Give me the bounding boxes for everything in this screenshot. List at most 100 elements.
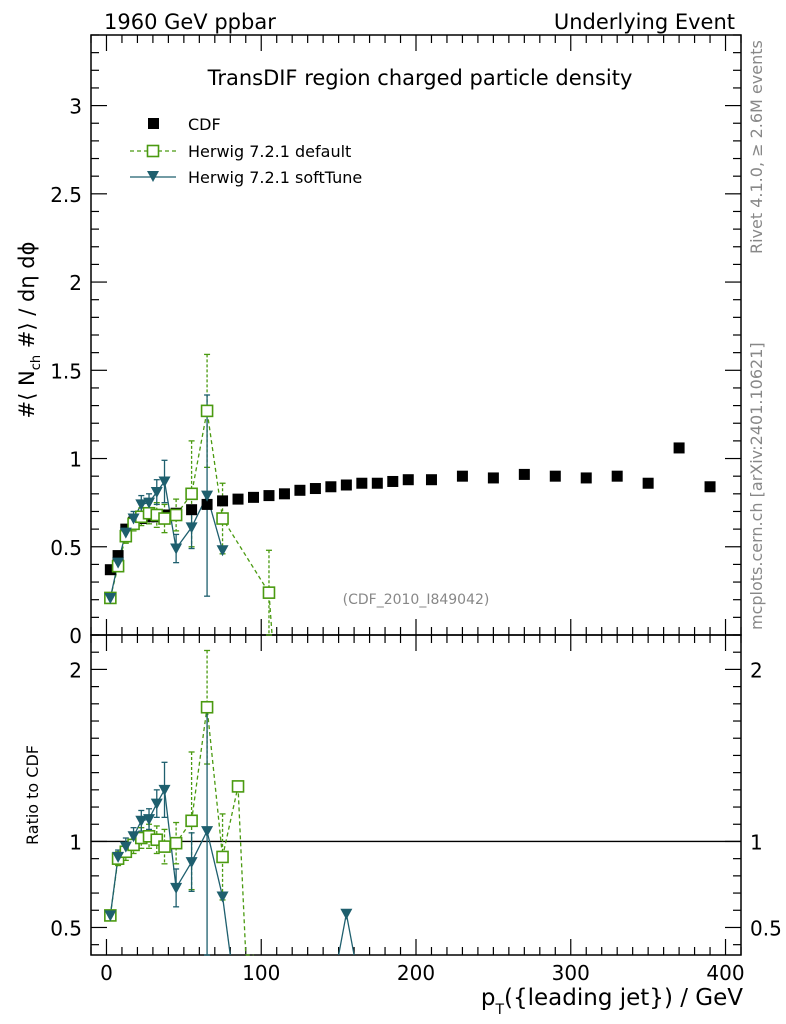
x-tick-label: 100: [242, 961, 280, 985]
x-axis-label: pT({leading jet}) / GeV: [481, 985, 743, 1018]
cdf-point: [611, 470, 623, 482]
ratio-softtune-segment: [345, 913, 355, 956]
default-point: [185, 487, 198, 501]
x-axis-label-main: p: [481, 985, 496, 1011]
softtune-point: [201, 490, 214, 502]
legend-softtune-marker: [147, 171, 159, 182]
cdf-point: [112, 550, 124, 562]
cdf-point: [371, 477, 383, 489]
legend-cdf-label: CDF: [188, 115, 221, 134]
y-axis-label-a: #⟨ N: [15, 370, 39, 418]
ratio-default-point: [158, 840, 171, 853]
cdf-point: [487, 472, 499, 484]
header-right: Underlying Event: [554, 10, 735, 34]
y-tick-label: 2.5: [50, 183, 82, 207]
y-tick-label: 1: [69, 448, 82, 472]
legend-default-label: Herwig 7.2.1 default: [188, 142, 351, 161]
ratio-softtune-point: [201, 826, 214, 838]
cdf-point: [642, 477, 654, 489]
cdf-point: [340, 479, 352, 491]
ratio-softtune-point: [104, 910, 117, 922]
ratio-default-point: [150, 833, 164, 847]
legend-softtune-label: Herwig 7.2.1 softTune: [188, 168, 362, 187]
ratio-softtune-point: [143, 814, 156, 826]
softtune-point: [112, 557, 125, 569]
ratio-default-point: [216, 850, 229, 864]
ratio-panel-frame: [90, 634, 742, 956]
cdf-point: [309, 483, 321, 495]
cdf-point: [425, 474, 437, 486]
ratio-softtune-point: [135, 815, 148, 827]
cdf-point: [549, 470, 561, 482]
default-point: [169, 508, 183, 522]
cdf-point: [704, 481, 716, 493]
cdf-point: [278, 488, 290, 500]
ratio-softtune-point: [185, 857, 198, 869]
axis-ticks: 0 100 200 300 400 0 0.5 1 1.5 2 2.5 3 0.5 0.5 1 1 2 2: [50, 34, 782, 985]
y-tick-label: 2: [69, 271, 82, 295]
ratio-tick-label-right: 2: [750, 658, 763, 682]
ratio-default-point: [169, 836, 183, 850]
ratio-default-segment: [221, 786, 239, 858]
softtune-point: [158, 476, 171, 488]
mcplots-label: mcplots.cern.ch [arXiv:2401.10621]: [747, 342, 766, 630]
legend: CDF Herwig 7.2.1 default Herwig 7.2.1 so…: [130, 115, 362, 187]
cdf-point: [294, 484, 306, 496]
cdf-point: [456, 470, 468, 482]
default-point: [262, 586, 276, 599]
softtune-point: [170, 543, 183, 555]
x-tick-label: 0: [100, 961, 113, 985]
softtune-point: [135, 499, 148, 511]
y-tick-label: 3: [69, 95, 82, 119]
y-tick-label: 1.5: [50, 359, 82, 383]
y-tick-label: 0: [69, 624, 82, 648]
cdf-point: [580, 472, 592, 484]
ratio-default-point: [231, 780, 245, 793]
watermark: (CDF_2010_I849042): [343, 592, 490, 608]
ratio-softtune-point: [112, 851, 125, 863]
ratio-data-layer: [91, 649, 741, 956]
ratio-tick-label-right: 0.5: [750, 916, 782, 940]
x-tick-label: 400: [706, 961, 744, 985]
cdf-point: [356, 477, 368, 489]
ratio-softtune-point: [216, 891, 229, 903]
default-point: [216, 512, 229, 525]
softtune-point: [185, 522, 198, 534]
y-tick-label: 0.5: [50, 536, 82, 560]
ratio-softtune-point: [158, 784, 171, 796]
ratio-default-point: [200, 700, 214, 714]
ratio-default-segment: [237, 786, 247, 956]
default-point: [200, 404, 214, 418]
header-left: 1960 GeV ppbar: [104, 10, 276, 34]
cdf-point: [673, 442, 685, 454]
ratio-tick-label-left: 0.5: [50, 916, 82, 940]
ratio-softtune-segment: [221, 896, 231, 956]
x-tick-label: 200: [397, 961, 435, 985]
cdf-point: [263, 490, 275, 502]
cdf-point: [186, 504, 198, 516]
cdf-point: [518, 468, 530, 480]
main-data-layer: [104, 353, 716, 636]
ratio-softtune-point: [119, 841, 132, 853]
softtune-point: [150, 487, 163, 499]
cdf-point: [387, 475, 399, 487]
cdf-point: [232, 493, 244, 505]
y-axis-label-sub: ch: [29, 355, 44, 370]
chart-title: TransDIF region charged particle density: [207, 66, 633, 90]
y-axis-label: #⟨ Nch #⟩ / dη dϕ: [15, 242, 44, 419]
softtune-point: [127, 513, 140, 525]
ratio-tick-label-left: 1: [69, 830, 82, 854]
rivet-label: Rivet 4.1.0, ≥ 2.6M events: [747, 40, 766, 254]
softtune-point: [143, 497, 156, 509]
ratio-tick-label-left: 2: [69, 658, 82, 682]
softtune-point: [119, 527, 132, 539]
default-point: [158, 512, 171, 525]
legend-cdf-marker: [148, 118, 159, 129]
cdf-point: [104, 564, 116, 576]
softtune-point: [104, 592, 117, 604]
cdf-point: [402, 474, 414, 486]
y-axis-label-b: #⟩ / dη dϕ: [15, 242, 39, 355]
cdf-point: [201, 498, 213, 510]
ratio-default-point: [185, 814, 198, 828]
x-axis-label-sub: T: [494, 1002, 504, 1018]
